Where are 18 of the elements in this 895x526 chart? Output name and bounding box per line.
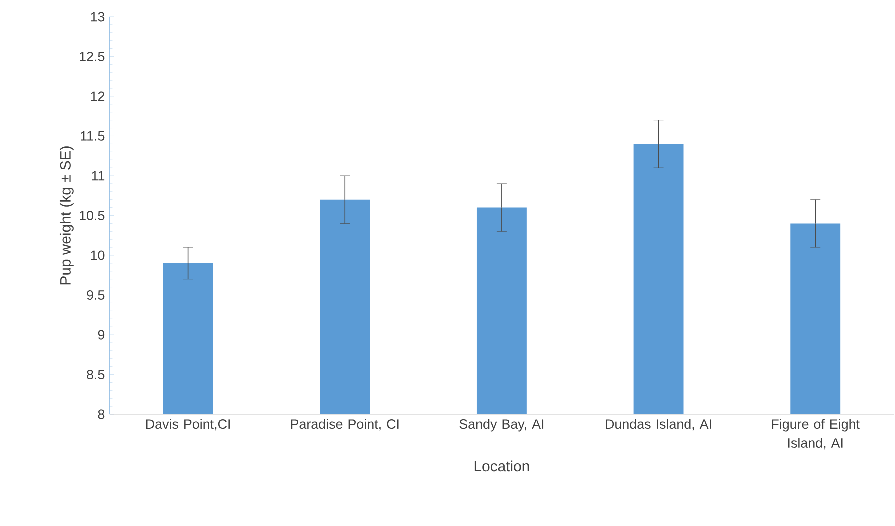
y-tick-label: 8.5 [87, 370, 105, 380]
y-tick-label: 9.5 [87, 290, 105, 300]
x-tick-label: Figure of Eight Island, AI [772, 419, 860, 450]
y-tick-label: 10 [91, 250, 105, 260]
x-axis-title: Location [474, 460, 530, 472]
x-tick-label: Dundas Island, AI [606, 419, 712, 430]
y-tick-label: 10.5 [80, 210, 105, 220]
x-tick-label: Paradise Point, CI [291, 419, 399, 430]
x-tick-label: Davis Point,CI [146, 419, 230, 430]
y-tick-label: 13 [91, 12, 105, 22]
x-tick-label: Sandy Bay, AI [460, 419, 544, 432]
y-tick-label: 12.5 [80, 52, 105, 62]
y-tick-label: 12 [91, 92, 105, 101]
y-axis-title: Pup weight (kg ± SE) [60, 146, 74, 284]
y-tick-label: 9 [98, 330, 105, 340]
y-tick-label: 11.5 [81, 131, 105, 141]
y-tick-label: 11 [92, 171, 105, 180]
y-tick-label: 8 [98, 410, 105, 420]
